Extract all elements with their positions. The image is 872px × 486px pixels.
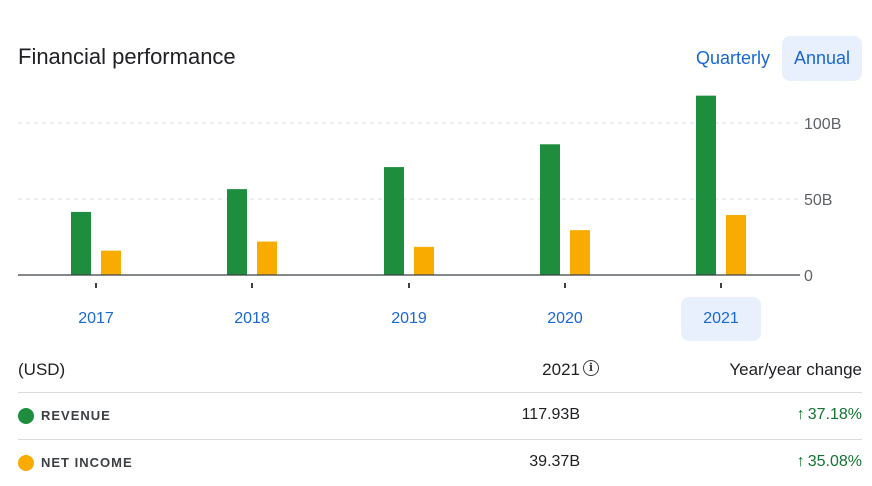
net-income-change: ↑ 35.08% <box>797 453 862 471</box>
bars <box>71 95 746 275</box>
revenue-bar-2017[interactable] <box>71 211 91 275</box>
revenue-bar-2018[interactable] <box>227 189 247 275</box>
revenue-value: 117.93B <box>521 406 580 423</box>
year-label-2020[interactable]: 2020 <box>547 310 583 327</box>
year-label-2017[interactable]: 2017 <box>78 310 114 327</box>
y-tick-label: 50B <box>804 192 832 209</box>
financial-bar-chart: 0 50B 100B <box>18 95 841 288</box>
table-row-revenue: REVENUE 117.93B ↑ 37.18% <box>18 393 862 440</box>
year-label-2019[interactable]: 2019 <box>391 310 427 327</box>
net-income-bar-2017[interactable] <box>101 250 121 275</box>
net-income-bar-2020[interactable] <box>570 230 590 275</box>
up-arrow-icon: ↑ <box>796 406 805 423</box>
revenue-bar-2021[interactable] <box>696 95 716 275</box>
year-label-2018[interactable]: 2018 <box>234 310 270 327</box>
table-row-net-income: NET INCOME 39.37B ↑ 35.08% <box>18 440 862 486</box>
y-tick-label: 0 <box>804 268 813 285</box>
net-income-bar-2021[interactable] <box>726 214 746 275</box>
page-title: Financial performance <box>18 44 236 69</box>
gridlines <box>18 122 800 200</box>
revenue-legend-dot <box>18 408 34 424</box>
net-income-legend-dot <box>18 455 34 471</box>
change-header: Year/year change <box>729 360 862 379</box>
revenue-bar-2020[interactable] <box>540 144 560 275</box>
net-income-label: NET INCOME <box>41 455 133 470</box>
table-header: (USD) 2021 i Year/year change <box>18 350 862 393</box>
year-label-2021[interactable]: 2021 <box>681 297 761 341</box>
net-income-bar-2019[interactable] <box>414 246 434 275</box>
quarterly-toggle-button[interactable]: Quarterly <box>695 48 771 68</box>
year-header: 2021 <box>542 360 580 379</box>
y-tick-label: 100B <box>804 116 841 133</box>
revenue-bar-2019[interactable] <box>384 167 404 275</box>
net-income-bar-2018[interactable] <box>257 241 277 275</box>
revenue-label: REVENUE <box>41 408 111 423</box>
info-icon[interactable]: i <box>583 360 599 376</box>
net-income-value: 39.37B <box>529 453 580 470</box>
up-arrow-icon: ↑ <box>796 453 805 470</box>
annual-toggle-button[interactable]: Annual <box>782 36 862 81</box>
currency-header: (USD) <box>18 360 66 379</box>
axis: 0 50B 100B <box>18 116 841 288</box>
revenue-change: ↑ 37.18% <box>797 406 862 424</box>
net-income-change-value: 35.08% <box>807 453 862 470</box>
revenue-change-value: 37.18% <box>807 406 862 423</box>
financial-table: (USD) 2021 i Year/year change REVENUE 11… <box>18 350 862 486</box>
